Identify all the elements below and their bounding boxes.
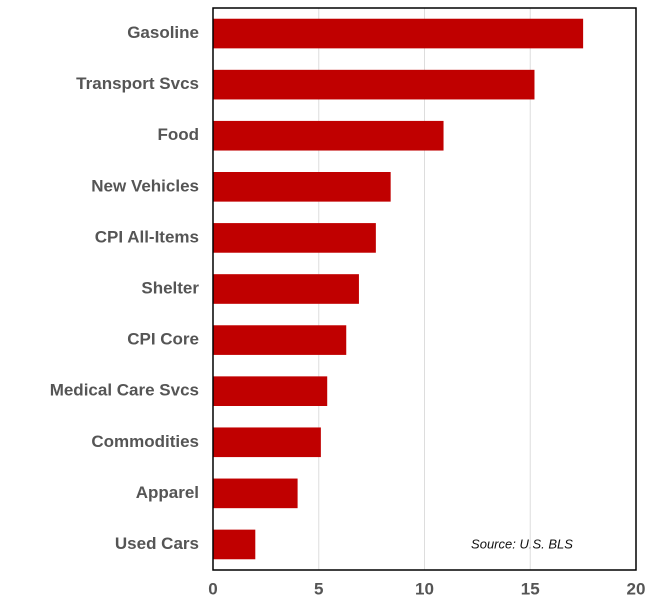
source-note: Source: U.S. BLS <box>471 536 573 551</box>
x-tick-label: 15 <box>521 579 540 598</box>
y-tick-label: Food <box>157 125 199 144</box>
y-tick-label: CPI All-Items <box>95 227 199 246</box>
bar <box>213 18 584 49</box>
bar <box>213 69 535 100</box>
bar <box>213 172 391 202</box>
bar <box>213 120 444 151</box>
x-tick-label: 0 <box>208 579 217 598</box>
x-tick-label: 20 <box>627 579 646 598</box>
y-tick-label: New Vehicles <box>91 176 199 195</box>
y-tick-label: Gasoline <box>127 23 199 42</box>
x-tick-label: 5 <box>314 579 323 598</box>
y-tick-label: Transport Svcs <box>76 74 199 93</box>
y-tick-label: Used Cars <box>115 534 199 553</box>
bar <box>213 274 359 304</box>
y-tick-label: Medical Care Svcs <box>50 381 199 400</box>
bar <box>213 223 376 253</box>
y-tick-label: Apparel <box>136 483 199 502</box>
bar <box>213 376 328 406</box>
y-tick-label: CPI Core <box>127 330 199 349</box>
plot-frame <box>212 7 637 571</box>
bar <box>213 529 256 560</box>
y-tick-label: Commodities <box>91 432 199 451</box>
x-tick-label: 10 <box>415 579 434 598</box>
bar <box>213 478 298 509</box>
y-tick-label: Shelter <box>141 278 199 297</box>
bar <box>213 427 321 458</box>
bar <box>213 325 347 355</box>
